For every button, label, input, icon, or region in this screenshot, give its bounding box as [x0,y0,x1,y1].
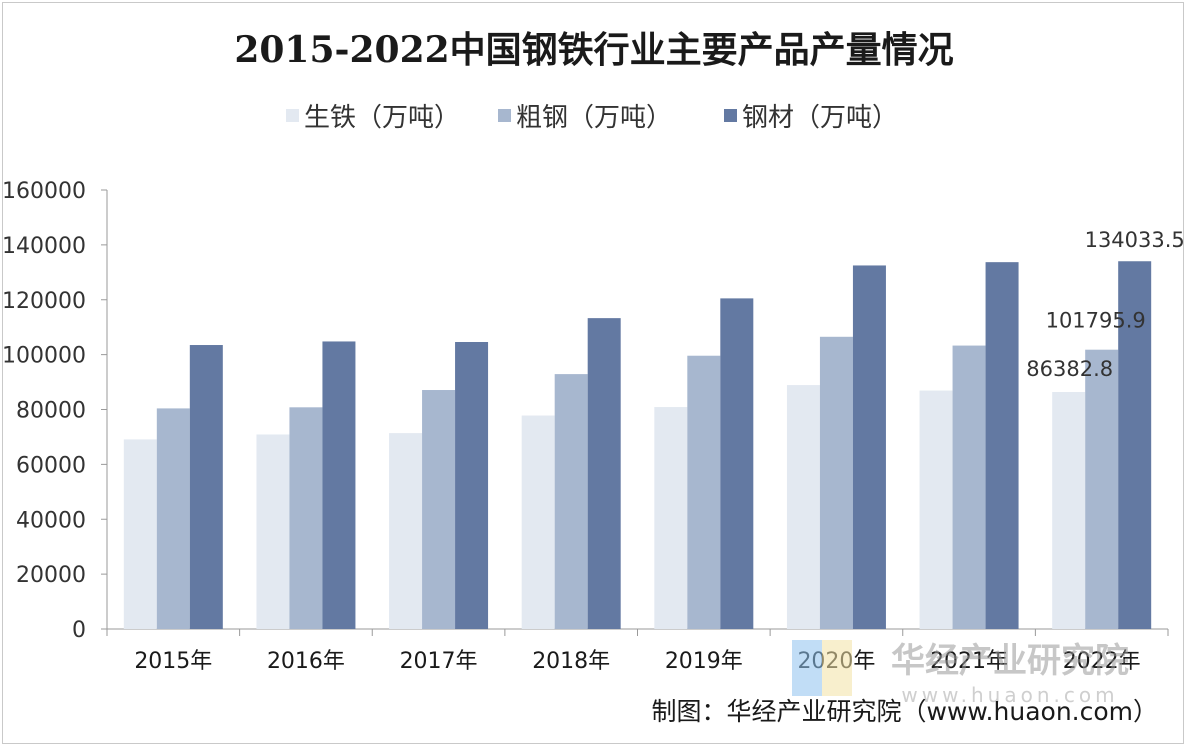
bar [587,318,621,629]
bar [985,262,1019,629]
watermark-logo-mark [792,640,822,696]
bar [322,341,356,629]
bar [687,355,721,629]
y-tick-label: 100000 [2,344,86,369]
y-tick-label: 0 [72,618,86,643]
data-label: 86382.8 [1026,357,1113,381]
y-tick-label: 120000 [2,289,86,314]
x-tick-label: 2018年 [532,649,610,674]
bar [422,390,456,629]
bars [123,261,1152,629]
bar [852,265,886,629]
y-tick-label: 20000 [16,563,86,588]
bar [123,439,157,629]
x-tick-label: 2022年 [1063,649,1141,674]
y-tick-label: 40000 [16,508,86,533]
bar [189,345,223,629]
y-axis: 0 20000 40000 60000 80000 100000 120000 140000 1… [2,179,108,643]
x-tick-label: 2021年 [930,649,1008,674]
bar [521,415,555,629]
legend-swatch [724,109,737,122]
bar [654,407,688,629]
bar [952,345,986,629]
x-tick-label: 2017年 [400,649,478,674]
watermark-logo-mark [822,640,852,696]
data-label: 101795.9 [1046,309,1146,333]
y-tick-label: 140000 [2,234,86,259]
legend-label: 生铁（万吨） [304,103,460,133]
legend-label: 粗钢（万吨） [516,103,672,133]
data-labels: 86382.8 101795.9 134033.5 [1026,228,1185,381]
bar [389,433,423,629]
bar [919,390,953,629]
bar [156,408,190,629]
bar [455,342,489,629]
watermark-url: www.huaon.com [901,683,1118,707]
bar [256,434,290,629]
bar [554,374,588,629]
watermark-logo: 华经产业研究院 www.huaon.com [792,640,1129,707]
legend-swatch [286,109,299,122]
bar [720,298,754,629]
legend-swatch [498,109,511,122]
chart-title: 2015-2022中国钢铁行业主要产品产量情况 [234,29,953,71]
data-label: 134033.5 [1085,228,1185,252]
source-note: 制图：华经产业研究院（www.huaon.com） [652,697,1158,726]
legend-label: 钢材（万吨） [742,103,898,133]
bar [1085,349,1119,629]
bar [289,407,323,629]
x-tick-label: 2016年 [267,649,345,674]
bar [1118,261,1152,629]
legend: 生铁（万吨） 粗钢（万吨） 钢材（万吨） [286,103,898,133]
x-tick-label: 2019年 [665,649,743,674]
bar [819,336,853,629]
watermark-name: 华经产业研究院 [891,641,1129,681]
y-tick-label: 160000 [2,179,86,204]
bar [1052,391,1086,629]
x-tick-label: 2015年 [134,649,212,674]
y-tick-label: 80000 [16,399,86,424]
y-tick-label: 60000 [16,453,86,478]
bar [786,385,820,629]
